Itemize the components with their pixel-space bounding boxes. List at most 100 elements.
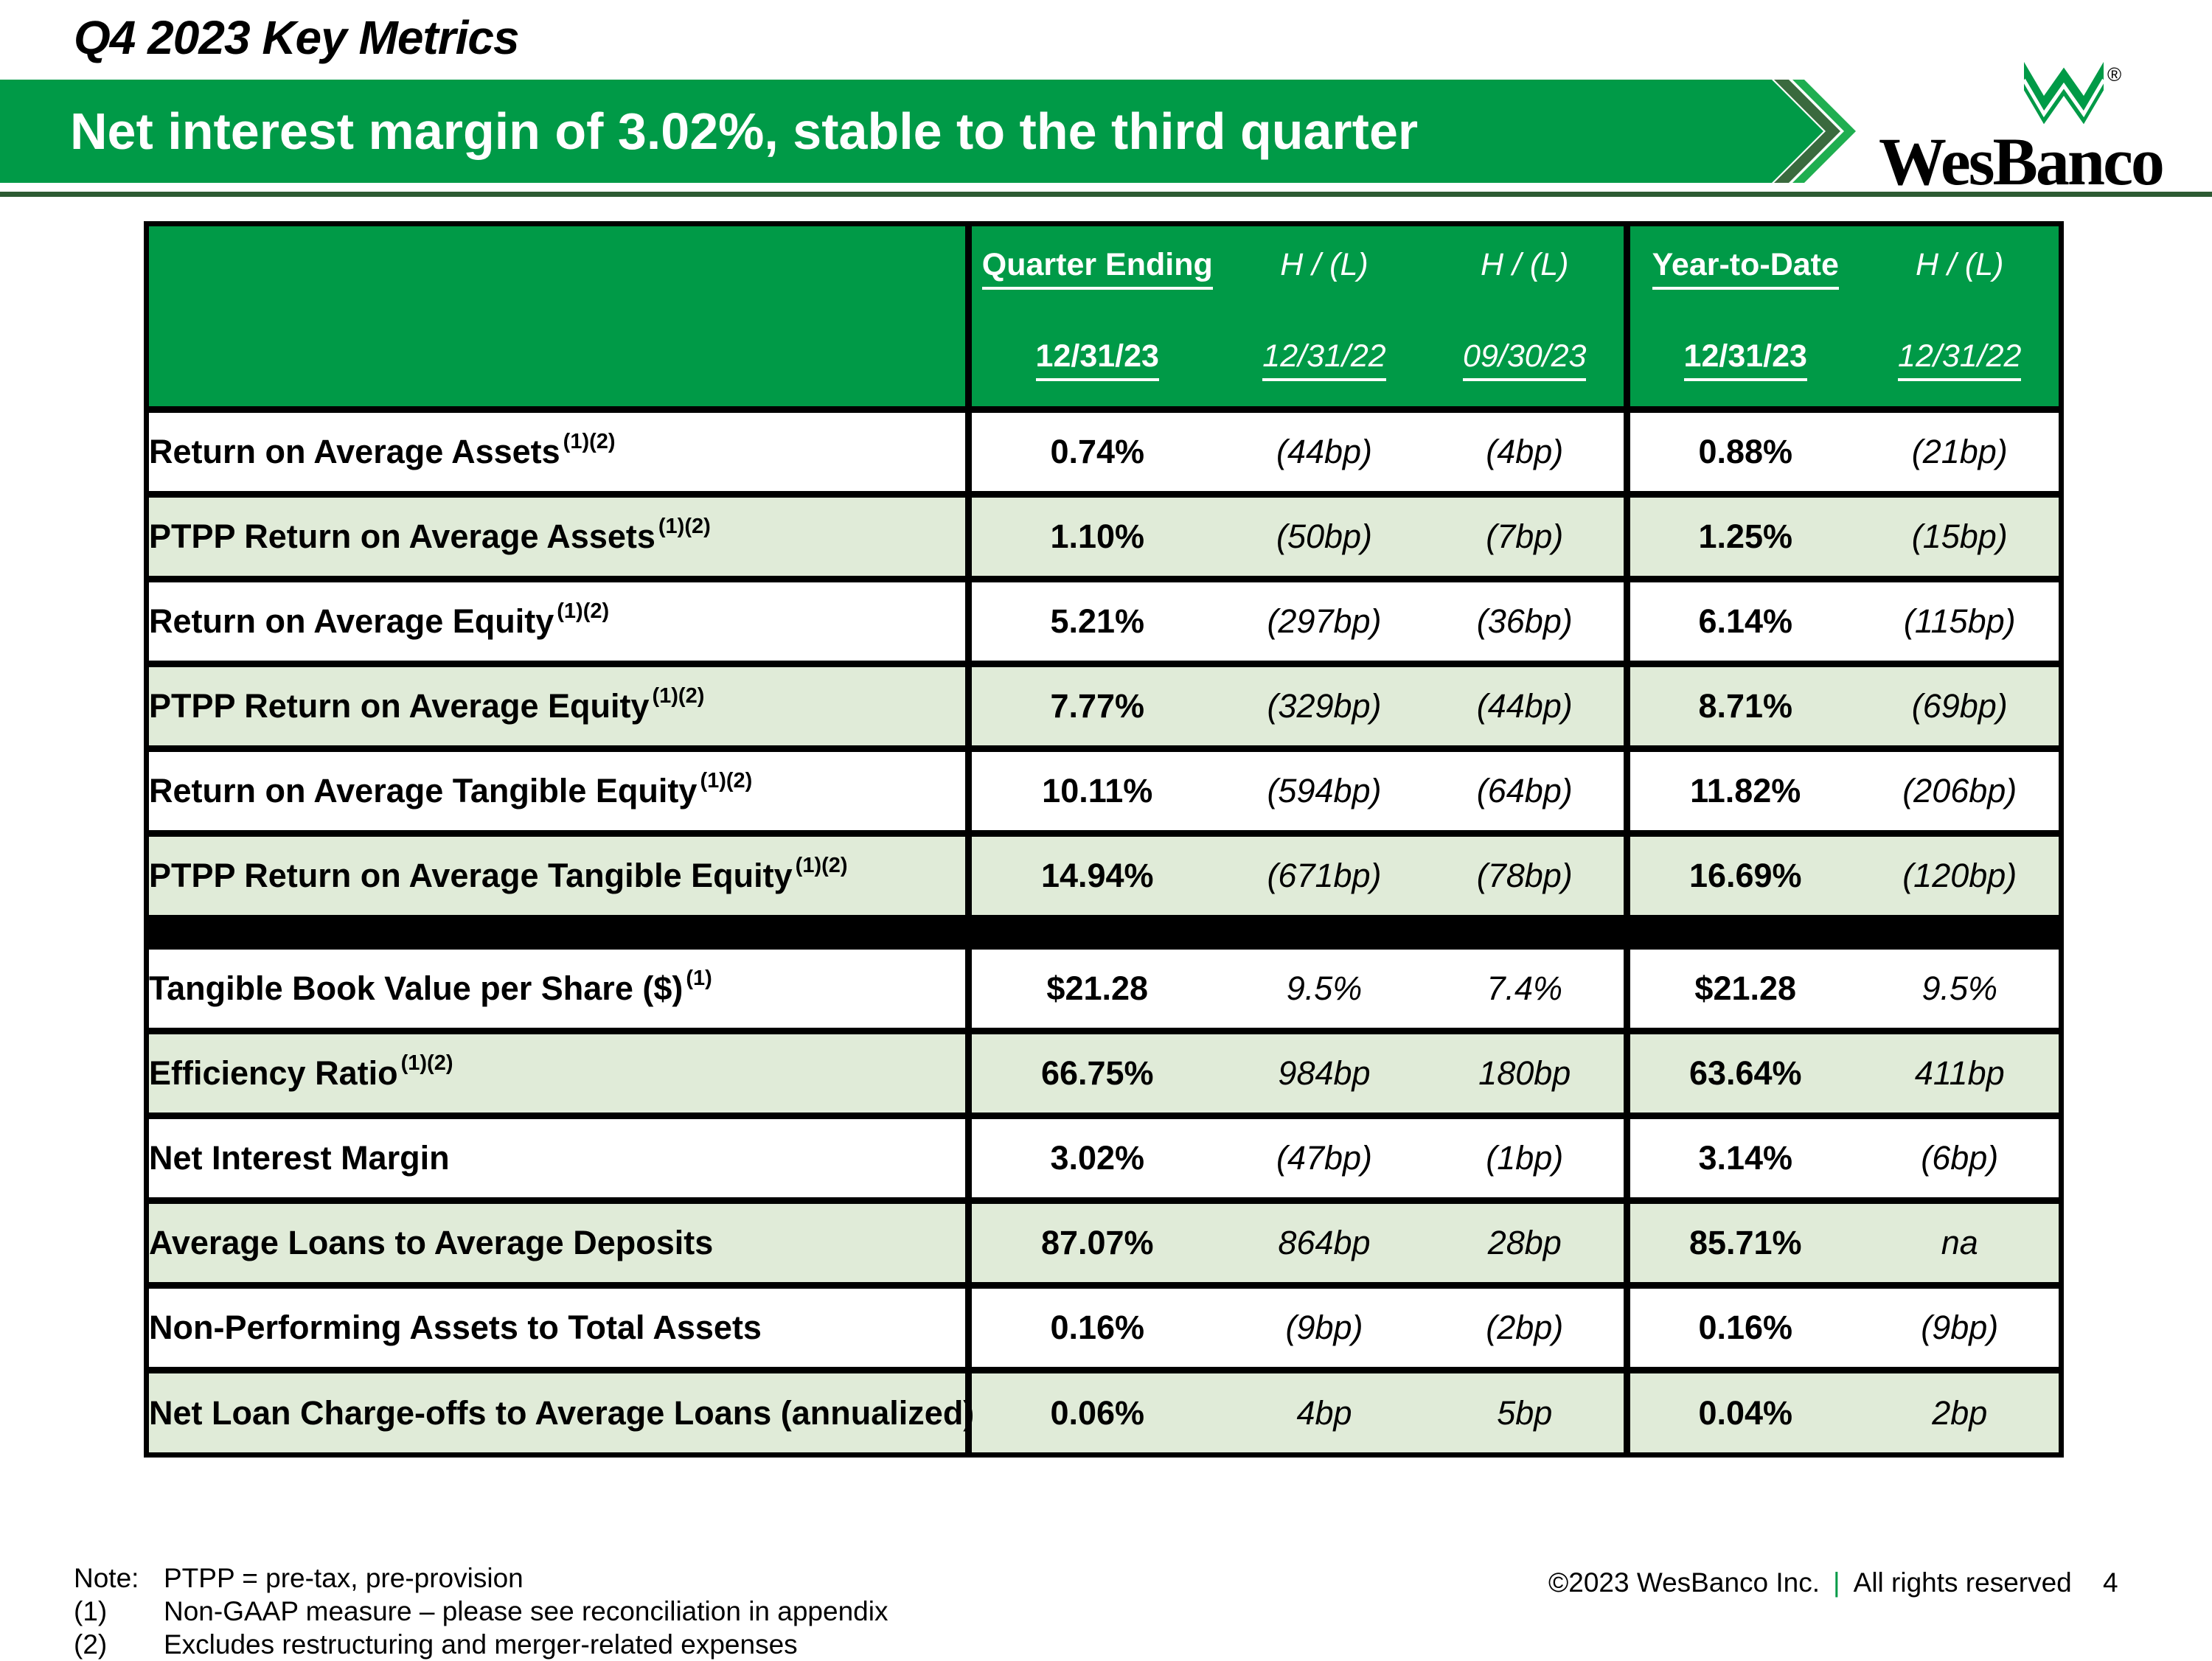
metric-value: (21bp) [1860,406,2062,495]
footnote-text: Non-GAAP measure – please see reconcilia… [164,1596,888,1626]
metric-value: (36bp) [1425,576,1630,664]
row-label: Return on Average Assets (1)(2) [146,406,972,495]
metric-value: (297bp) [1222,576,1426,664]
header-empty-cell [146,223,972,410]
metric-value: (64bp) [1425,745,1630,834]
row-label: PTPP Return on Average Equity (1)(2) [146,661,972,749]
table-row: Return on Average Tangible Equity (1)(2) … [146,745,2062,834]
metric-value: 2bp [1860,1367,2062,1455]
metric-value: 984bp [1222,1028,1426,1116]
metric-value: 6.14% [1627,576,1861,664]
column-group-label: Year-to-Date [1652,247,1839,290]
metric-value: 4bp [1222,1367,1426,1455]
metric-value: 0.04% [1627,1367,1861,1455]
metric-value: na [1860,1197,2062,1286]
metric-value: 87.07% [968,1197,1223,1286]
footnote-superscript: (1)(2) [658,515,711,538]
row-label: Net Loan Charge-offs to Average Loans (a… [146,1367,974,1455]
metric-value: 1.10% [968,491,1223,579]
footnote-superscript: (1)(2) [652,684,705,708]
footnote-superscript [974,1391,977,1415]
table-row: Efficiency Ratio (1)(2) 66.75% 984bp 180b… [146,1028,2062,1116]
header-year-to-date: Year-to-Date 12/31/23 [1627,223,1861,410]
table-row: Net Loan Charge-offs to Average Loans (a… [146,1367,2062,1455]
row-label: Efficiency Ratio (1)(2) [146,1028,972,1116]
metric-value: (4bp) [1425,406,1630,495]
metric-value: (50bp) [1222,491,1426,579]
banner-background [0,80,1823,183]
footnote-marker: (1) [74,1596,108,1626]
column-group-label: H / (L) [1481,247,1569,282]
row-label: Non-Performing Assets to Total Assets [146,1282,972,1371]
row-label: Return on Average Equity (1)(2) [146,576,972,664]
footnote-line: (1) Non-GAAP measure – please see reconc… [74,1595,888,1628]
metric-value: $21.28 [968,943,1223,1031]
header-hl-prior-quarter: H / (L) 09/30/23 [1425,223,1630,410]
copyright-line: ©2023 WesBanco Inc. | All rights reserved [1548,1567,2072,1598]
headline-banner: Net interest margin of 3.02%, stable to … [0,80,2212,183]
footnote-marker: (2) [74,1629,108,1660]
column-group-label: H / (L) [1916,247,2004,282]
metric-value: 3.14% [1627,1112,1861,1201]
metric-value: 180bp [1425,1028,1630,1116]
footnote-superscript: (1)(2) [400,1051,453,1075]
metric-value: (69bp) [1860,661,2062,749]
metric-value: 0.88% [1627,406,1861,495]
registered-trademark: ® [2107,63,2122,86]
column-group-label: H / (L) [1280,247,1368,282]
metric-value: (2bp) [1425,1282,1630,1371]
table-row: PTPP Return on Average Equity (1)(2) 7.77… [146,661,2062,749]
header-hl-ytd: H / (L) 12/31/22 [1860,223,2062,410]
column-group-label: Quarter Ending [981,247,1213,290]
metric-value: (9bp) [1860,1282,2062,1371]
footnote-superscript: (1)(2) [563,430,616,453]
metric-value: 66.75% [968,1028,1223,1116]
table-row: Non-Performing Assets to Total Assets 0.… [146,1282,2062,1371]
metric-value: (44bp) [1222,406,1426,495]
metric-value: 0.16% [1627,1282,1861,1371]
footnote-superscript: (1) [686,967,712,990]
metric-value: 85.71% [1627,1197,1861,1286]
metric-value: 1.25% [1627,491,1861,579]
header-quarter-ending: Quarter Ending 12/31/23 [968,223,1223,410]
table-row: Average Loans to Average Deposits 87.07%… [146,1197,2062,1286]
metric-value: 0.16% [968,1282,1223,1371]
table-row: PTPP Return on Average Assets (1)(2) 1.10… [146,491,2062,579]
column-date: 12/31/22 [1262,338,1386,381]
page-number: 4 [2103,1567,2118,1598]
row-label: PTPP Return on Average Tangible Equity (1… [146,830,972,919]
metric-value: (78bp) [1425,830,1630,919]
column-date: 12/31/22 [1898,338,2022,381]
table-row: Net Interest Margin 3.02% (47bp) (1bp) 3… [146,1112,2062,1201]
metric-value: (15bp) [1860,491,2062,579]
column-date: 12/31/23 [1035,338,1159,381]
metric-value: 10.11% [968,745,1223,834]
section-separator [146,915,2062,947]
metric-value: (115bp) [1860,576,2062,664]
metric-value: 3.02% [968,1112,1223,1201]
metric-value: (206bp) [1860,745,2062,834]
footnote-superscript [762,1306,765,1329]
metric-value: (6bp) [1860,1112,2062,1201]
metric-value: (7bp) [1425,491,1630,579]
header-hl-prior-year: H / (L) 12/31/22 [1222,223,1426,410]
metric-value: (671bp) [1222,830,1426,919]
metric-value: 5bp [1425,1367,1630,1455]
metric-value: (1bp) [1425,1112,1630,1201]
metric-value: 16.69% [1627,830,1861,919]
copyright-text: ©2023 WesBanco Inc. [1548,1567,1820,1598]
divider-rule [0,192,2212,197]
footnotes: Note: PTPP = pre-tax, pre-provision (1) … [74,1561,888,1661]
metric-value: 9.5% [1860,943,2062,1031]
metric-value: (120bp) [1860,830,2062,919]
footnote-superscript: (1)(2) [700,769,753,793]
column-date: 12/31/23 [1683,338,1807,381]
key-metrics-table: Quarter Ending 12/31/23 H / (L) 12/31/22 H… [144,221,2064,1458]
metric-value: 5.21% [968,576,1223,664]
footnote-superscript: (1)(2) [557,599,610,623]
table-row: PTPP Return on Average Tangible Equity (1… [146,830,2062,919]
row-label: Average Loans to Average Deposits [146,1197,972,1286]
metric-value: 7.77% [968,661,1223,749]
metric-value: 28bp [1425,1197,1630,1286]
